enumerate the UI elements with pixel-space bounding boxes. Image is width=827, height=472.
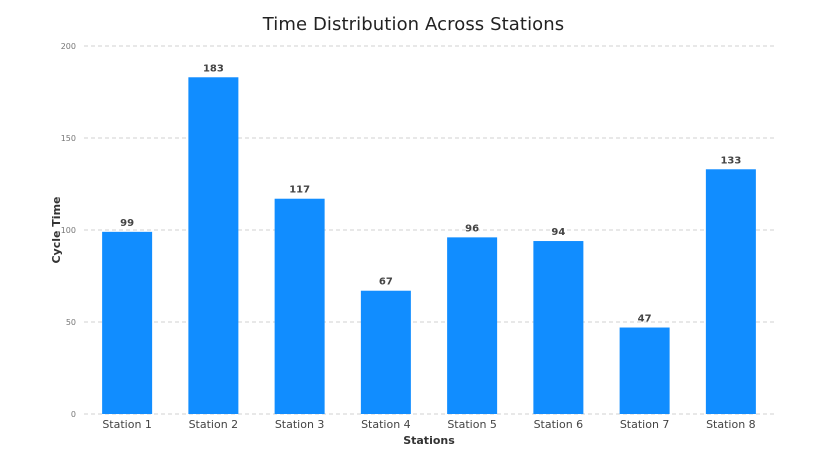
data-label: 67 <box>379 277 393 288</box>
bar[interactable] <box>274 198 325 414</box>
x-tick-label: Station 6 <box>534 418 584 431</box>
bars <box>102 77 756 414</box>
x-tick-label: Station 2 <box>189 418 239 431</box>
data-label: 183 <box>203 63 224 74</box>
gridlines <box>84 45 774 415</box>
data-label: 117 <box>289 185 310 196</box>
x-tick-label: Station 1 <box>102 418 152 431</box>
bar[interactable] <box>533 241 584 414</box>
data-labels: 99 183 117 67 96 94 47 133 <box>120 63 741 324</box>
data-label: 133 <box>720 155 741 166</box>
y-tick-label: 50 <box>66 318 76 327</box>
y-tick-label: 0 <box>71 410 76 419</box>
bar[interactable] <box>619 327 670 414</box>
data-label: 96 <box>465 223 479 234</box>
data-label: 47 <box>638 314 652 325</box>
bar[interactable] <box>705 169 756 414</box>
x-axis-ticks: Station 1 Station 2 Station 3 Station 4 Stat… <box>102 418 755 431</box>
data-label: 99 <box>120 218 134 229</box>
bar[interactable] <box>188 77 239 414</box>
chart-title: Time Distribution Across Stations <box>262 14 565 35</box>
x-tick-label: Station 8 <box>706 418 756 431</box>
y-tick-label: 200 <box>61 42 76 51</box>
bar[interactable] <box>447 237 498 414</box>
y-axis-title: Cycle Time <box>50 196 63 263</box>
x-tick-label: Station 7 <box>620 418 670 431</box>
x-axis-title: Stations <box>403 434 455 447</box>
data-label: 94 <box>551 227 565 238</box>
x-tick-label: Station 3 <box>275 418 325 431</box>
y-axis-ticks: 0 50 100 150 200 <box>61 42 76 419</box>
x-tick-label: Station 4 <box>361 418 411 431</box>
x-tick-label: Station 5 <box>447 418 497 431</box>
y-tick-label: 100 <box>61 226 76 235</box>
bar[interactable] <box>360 290 411 414</box>
bar[interactable] <box>102 231 153 414</box>
y-tick-label: 150 <box>61 134 76 143</box>
